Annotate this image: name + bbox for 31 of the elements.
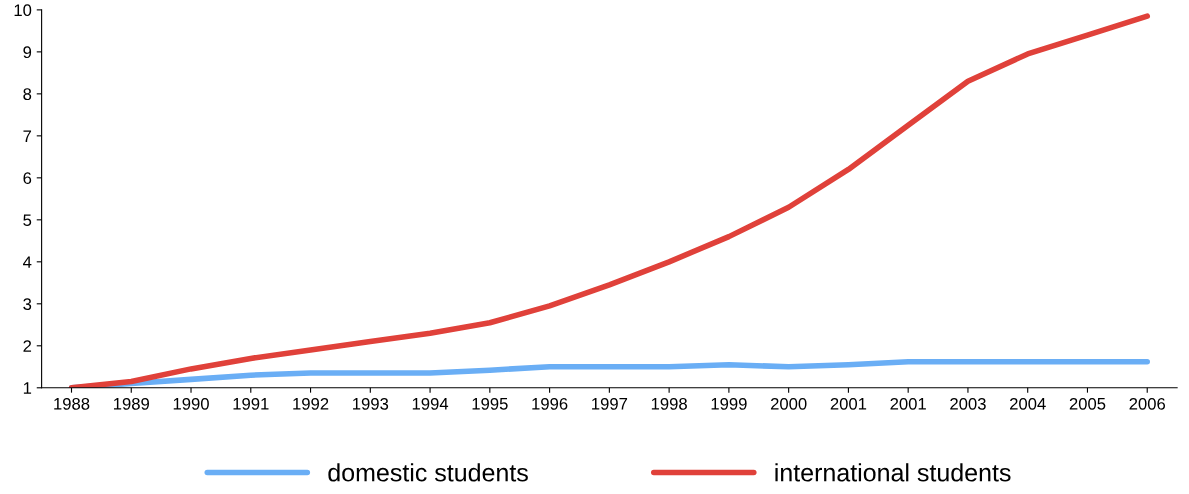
x-tick-label: 1988: [54, 397, 90, 410]
y-tick-label: 9: [23, 46, 32, 59]
y-tick-label: 3: [23, 298, 32, 311]
x-tick-label: 1998: [651, 397, 687, 410]
x-tick-label: 1993: [353, 397, 389, 410]
x-tick-label: 1990: [173, 397, 209, 410]
x-tick-label: 2003: [950, 397, 986, 410]
x-tick-label: 2001: [890, 397, 926, 410]
x-tick-label: 1997: [592, 397, 628, 410]
x-tick-label: 2006: [1129, 397, 1166, 410]
y-tick-label: 5: [23, 214, 32, 227]
y-tick-label: 7: [23, 130, 32, 142]
x-tick-label: 1999: [711, 397, 747, 410]
y-tick-label: 10: [14, 4, 32, 17]
x-tick-label: 2000: [770, 397, 807, 410]
y-tick-label: 8: [23, 88, 32, 101]
y-tick-label: 6: [23, 172, 32, 185]
x-tick-label: 2001: [830, 397, 867, 410]
legend-label: international students: [775, 463, 1011, 482]
legend-label: domestic students: [328, 463, 528, 482]
x-tick-label: 1995: [472, 397, 508, 410]
y-tick-label: 4: [23, 256, 32, 268]
x-tick-label: 1992: [293, 397, 329, 410]
x-tick-label: 1996: [532, 397, 568, 410]
x-tick-label: 2005: [1069, 397, 1106, 410]
y-tick-label: 1: [23, 382, 32, 394]
x-tick-label: 2004: [1010, 397, 1046, 410]
x-tick-label: 1989: [113, 397, 150, 410]
x-tick-label: 1994: [412, 397, 449, 410]
y-tick-label: 2: [23, 340, 32, 352]
x-tick-label: 1991: [233, 397, 269, 410]
